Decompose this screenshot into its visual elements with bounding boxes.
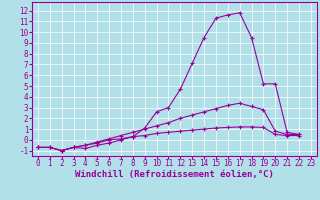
- X-axis label: Windchill (Refroidissement éolien,°C): Windchill (Refroidissement éolien,°C): [75, 170, 274, 179]
